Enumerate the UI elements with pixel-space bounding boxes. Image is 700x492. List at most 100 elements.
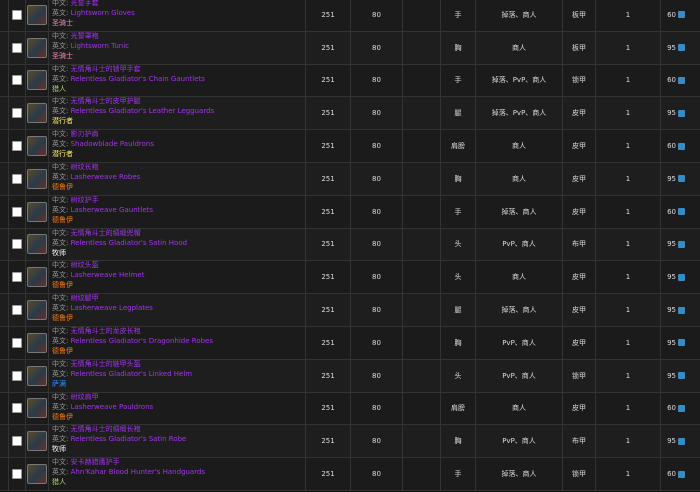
cell: 中文: 影刃护肩 英文: Shadowblade Pauldrons 潜行者: [48, 130, 305, 162]
cn-name[interactable]: 树纹长袍: [70, 163, 99, 171]
label: 英文:: [52, 435, 69, 444]
cell: [8, 0, 25, 31]
en-name[interactable]: Lasherweave Pauldrons: [70, 402, 154, 411]
cell: 80: [350, 97, 402, 130]
checkbox[interactable]: [12, 173, 22, 184]
item-level: 251: [321, 240, 335, 249]
cn-name[interactable]: 安卡赫猎鹰护手: [70, 458, 120, 467]
label: 英文:: [52, 304, 69, 313]
checkbox[interactable]: [12, 9, 22, 20]
en-name[interactable]: Lasherweave Legplates: [70, 304, 153, 313]
checkbox[interactable]: [12, 75, 22, 86]
item-level: 251: [321, 371, 335, 380]
required-level: 80: [372, 43, 381, 52]
item-row: 中文: 无情角斗士的皮甲护腿 英文: Relentless Gladiator's…: [0, 97, 700, 131]
cn-name[interactable]: 无情角斗士的绸缎兜帽: [70, 228, 141, 237]
checkbox[interactable]: [12, 272, 22, 283]
cell: 1: [595, 130, 660, 162]
cell: 掉落、商人: [475, 0, 562, 31]
cell: [25, 359, 48, 392]
en-name[interactable]: Relentless Gladiator's Satin Hood: [70, 238, 188, 247]
label: 中文:: [52, 163, 69, 171]
cell: 皮甲: [562, 97, 595, 130]
en-name[interactable]: Relentless Gladiator's Dragonhide Robes: [70, 337, 213, 345]
count: 1: [625, 109, 631, 118]
cell: 1: [595, 163, 660, 195]
required-level: 80: [372, 273, 381, 282]
price: 95: [667, 437, 676, 446]
slot: 手: [454, 470, 462, 479]
price: 60: [667, 404, 676, 413]
cell: 80: [350, 163, 402, 195]
price: 60: [667, 76, 676, 85]
label: 英文:: [52, 41, 69, 50]
cn-name[interactable]: 光誓罩袍: [70, 31, 99, 40]
en-name[interactable]: Lightsworn Gloves: [70, 9, 135, 17]
checkbox[interactable]: [12, 337, 22, 348]
label: 英文:: [52, 140, 69, 149]
item-level: 251: [321, 109, 335, 118]
cn-name[interactable]: 无情角斗士的链甲头盔: [70, 359, 141, 368]
cn-name[interactable]: 无情角斗士的绸缎长袍: [70, 425, 141, 434]
count: 1: [625, 273, 631, 282]
item-level: 251: [321, 273, 335, 282]
price: 95: [667, 240, 676, 249]
cn-name[interactable]: 树纹腿甲: [70, 294, 99, 303]
checkbox[interactable]: [12, 403, 22, 414]
en-name[interactable]: Lasherweave Robes: [70, 173, 141, 181]
armor-type: 皮甲: [572, 306, 586, 315]
cn-name[interactable]: 影刃护肩: [70, 130, 99, 139]
slot: 头: [454, 371, 462, 380]
cell: [25, 392, 48, 425]
checkbox[interactable]: [12, 42, 22, 53]
en-name[interactable]: Relentless Gladiator's Leather Legguards: [70, 107, 215, 116]
en-name[interactable]: Lasherweave Gauntlets: [70, 205, 154, 214]
checkbox[interactable]: [12, 469, 22, 480]
checkbox[interactable]: [12, 370, 22, 381]
cell: 80: [350, 228, 402, 261]
en-line: 英文: Relentless Gladiator's Chain Gauntle…: [52, 75, 205, 84]
cell: 肩膀: [440, 130, 475, 162]
cell: 掉落、商人: [475, 294, 562, 326]
armor-type: 皮甲: [572, 142, 586, 151]
cn-name[interactable]: 树纹护手: [70, 195, 99, 204]
en-name[interactable]: Lightsworn Tunic: [70, 41, 130, 50]
label: 中文:: [52, 261, 69, 270]
cell: 1: [595, 359, 660, 392]
cell: [25, 327, 48, 359]
cell: 皮甲: [562, 327, 595, 359]
en-name[interactable]: Shadowblade Pauldrons: [70, 140, 154, 149]
checkbox[interactable]: [12, 305, 22, 316]
cell: [25, 261, 48, 294]
cell: 中文: 无情角斗士的皮甲护腿 英文: Relentless Gladiator's…: [48, 97, 305, 130]
source: PvP、商人: [502, 240, 536, 249]
checkbox[interactable]: [12, 108, 22, 119]
cn-name[interactable]: 树纹肩甲: [70, 392, 99, 401]
en-name[interactable]: Relentless Gladiator's Chain Gauntlets: [70, 74, 205, 83]
checkbox[interactable]: [12, 141, 22, 152]
cell: [8, 425, 25, 458]
cell: 布甲: [562, 425, 595, 458]
cn-name[interactable]: 无情角斗士的锁甲手套: [70, 64, 141, 73]
cell: 掉落、商人: [475, 195, 562, 228]
checkbox[interactable]: [12, 206, 22, 217]
checkbox[interactable]: [12, 436, 22, 447]
cell: [8, 97, 25, 130]
en-name[interactable]: Ahn'Kahar Blood Hunter's Handguards: [70, 468, 206, 477]
cn-name[interactable]: 无情角斗士的龙皮长袍: [70, 327, 141, 335]
cn-name[interactable]: 无情角斗士的皮甲护腿: [70, 97, 141, 106]
en-name[interactable]: Relentless Gladiator's Satin Robe: [70, 435, 187, 444]
cell: 1: [595, 294, 660, 326]
source: PvP、商人: [502, 338, 536, 347]
cn-name[interactable]: 树纹头盔: [70, 261, 99, 270]
en-name[interactable]: Relentless Gladiator's Linked Helm: [70, 369, 193, 378]
cn-name[interactable]: 光誓手套: [70, 0, 99, 7]
count: 1: [625, 142, 631, 151]
cell: 板甲: [562, 0, 595, 31]
label: 中文:: [52, 195, 69, 204]
item-row: 中文: 树纹肩甲 英文: Lasherweave Pauldrons 德鲁伊 251 8…: [0, 392, 700, 426]
checkbox[interactable]: [12, 239, 22, 250]
cell: 手: [440, 0, 475, 31]
en-name[interactable]: Lasherweave Helmet: [70, 271, 145, 280]
cell: 锁甲: [562, 359, 595, 392]
